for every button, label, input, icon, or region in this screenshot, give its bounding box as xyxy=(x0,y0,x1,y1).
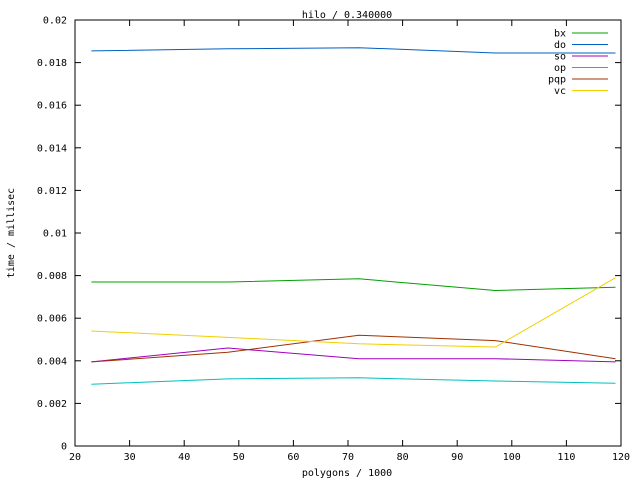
y-tick-label: 0 xyxy=(61,442,67,453)
x-axis-ticks: 20 30 40 50 60 70 80 90 100 110 120 xyxy=(69,20,630,463)
y-tick-label: 0.006 xyxy=(37,314,67,325)
legend-label-bx: bx xyxy=(554,29,566,40)
x-tick-label: 50 xyxy=(233,452,245,463)
x-axis-label: polygons / 1000 xyxy=(302,468,392,479)
x-tick-label: 30 xyxy=(124,452,136,463)
x-tick-label: 70 xyxy=(342,452,354,463)
series-line-do xyxy=(91,47,616,54)
y-tick-label: 0.004 xyxy=(37,356,67,367)
chart-title: hilo / 0.340000 xyxy=(302,10,392,21)
y-axis-label: time / millisec xyxy=(6,188,17,278)
legend-label-so: so xyxy=(554,52,566,63)
y-tick-label: 0.008 xyxy=(37,271,67,282)
legend-label-vc: vc xyxy=(554,86,566,97)
x-tick-label: 60 xyxy=(287,452,299,463)
y-tick-label: 0.014 xyxy=(37,143,67,154)
legend-label-pqp: pqp xyxy=(548,75,566,86)
y-tick-label: 0.018 xyxy=(37,58,67,69)
series-line-vc xyxy=(91,277,616,348)
series-lines xyxy=(91,47,616,385)
x-tick-label: 80 xyxy=(397,452,409,463)
y-tick-label: 0.012 xyxy=(37,186,67,197)
legend-label-op: op xyxy=(554,63,566,74)
y-tick-label: 0.01 xyxy=(43,229,67,240)
y-tick-label: 0.002 xyxy=(37,399,67,410)
series-line-pqp xyxy=(91,334,616,363)
x-tick-label: 120 xyxy=(612,452,630,463)
y-axis-ticks: 0 0.002 0.004 0.006 0.008 0.01 0.012 0.014 0.016… xyxy=(37,16,621,453)
x-tick-label: 20 xyxy=(69,452,81,463)
x-tick-label: 40 xyxy=(178,452,190,463)
x-tick-label: 90 xyxy=(451,452,463,463)
legend-label-do: do xyxy=(554,40,566,51)
x-tick-label: 100 xyxy=(503,452,521,463)
x-tick-label: 110 xyxy=(557,452,575,463)
series-line-bx xyxy=(91,278,616,292)
y-tick-label: 0.016 xyxy=(37,101,67,112)
y-tick-label: 0.02 xyxy=(43,16,67,27)
series-line-op xyxy=(91,377,616,385)
series-line-so xyxy=(91,347,616,363)
